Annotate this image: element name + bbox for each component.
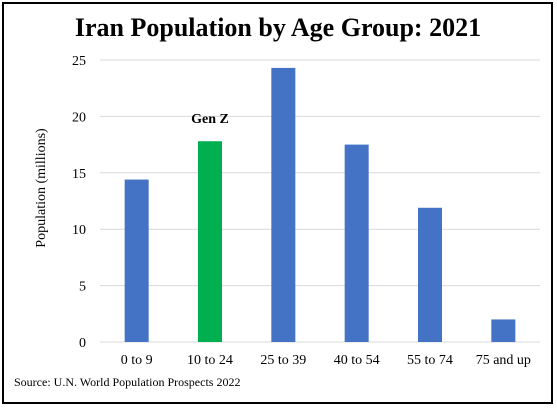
bar-75-and-up <box>491 319 516 342</box>
y-tick-label: 0 <box>79 336 86 351</box>
x-tick-label: 40 to 54 <box>334 353 380 368</box>
bar-55-to-74 <box>418 207 442 342</box>
y-tick-label: 25 <box>72 54 86 69</box>
x-tick-label: 10 to 24 <box>187 353 233 368</box>
y-tick-label: 20 <box>72 110 86 125</box>
y-axis-label: Population (millions) <box>34 128 49 248</box>
bar-40-to-54 <box>344 144 369 342</box>
y-tick-label: 10 <box>72 223 86 238</box>
x-tick-label: 75 and up <box>476 353 531 368</box>
bar-10-to-24 <box>198 141 222 342</box>
x-tick-label: 55 to 74 <box>407 353 453 368</box>
bar-0-to-9 <box>124 179 149 342</box>
gen-z-annotation: Gen Z <box>191 112 229 127</box>
chart-title: Iran Population by Age Group: 2021 <box>75 13 481 42</box>
source-note: Source: U.N. World Population Prospects … <box>14 375 240 389</box>
bar-25-to-39 <box>271 67 296 343</box>
y-tick-label: 5 <box>79 280 86 295</box>
x-tick-label: 25 to 39 <box>260 353 306 368</box>
x-tick-label: 0 to 9 <box>121 353 153 368</box>
y-tick-label: 15 <box>72 167 86 182</box>
